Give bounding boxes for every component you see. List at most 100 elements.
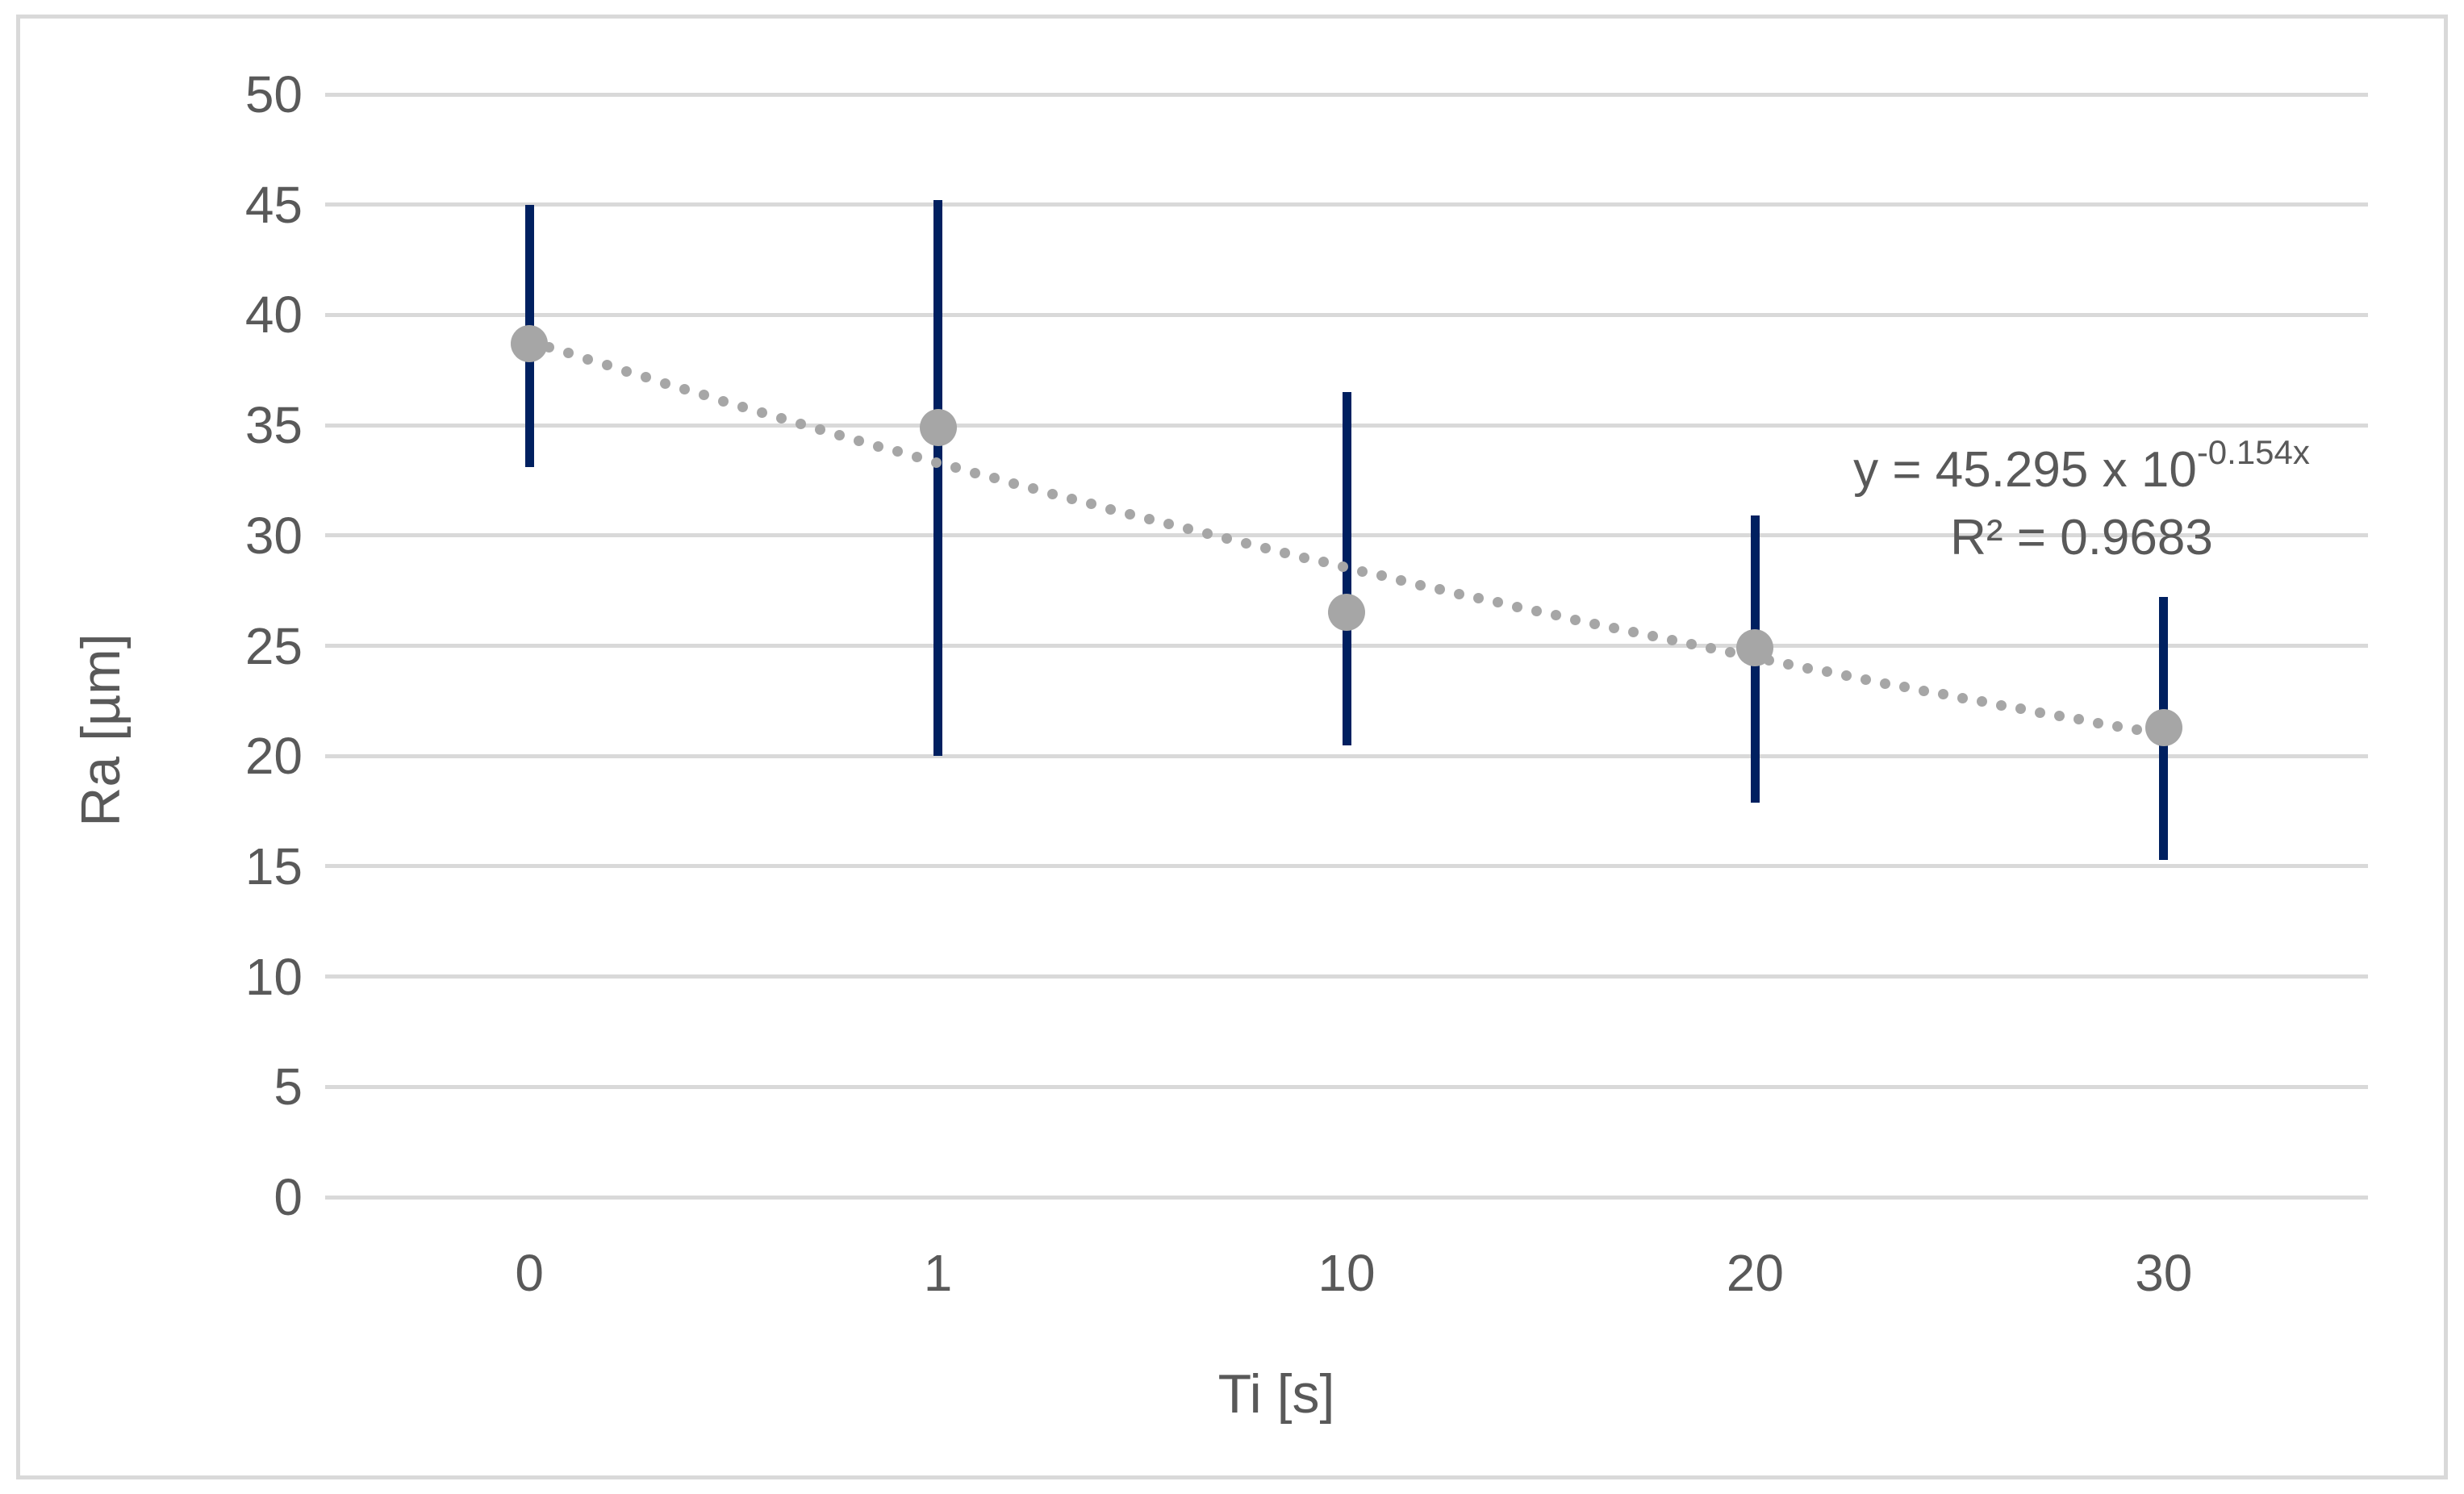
trendline-dot — [1589, 618, 1600, 629]
data-point-marker — [1328, 594, 1365, 632]
y-axis-title: Ra [µm] — [70, 633, 132, 827]
trendline-equation-line: y = 45.295 x 10-0.154x — [1763, 436, 2400, 503]
trendline-dot — [1085, 499, 1096, 510]
equation-exponent: -0.154x — [2196, 433, 2310, 471]
trendline-dot — [1046, 488, 1058, 499]
trendline-dot — [1918, 685, 1929, 696]
y-tick-label: 5 — [274, 1058, 303, 1116]
y-tick-label: 30 — [244, 506, 303, 565]
trendline-dot — [737, 401, 748, 412]
trendline-dot — [1976, 696, 1987, 707]
trendline-dot — [795, 419, 806, 429]
trendline-dot — [872, 440, 883, 452]
x-tick-label: 0 — [515, 1244, 544, 1302]
trendline-dot — [1724, 647, 1735, 658]
trendline-dot — [1705, 643, 1716, 654]
data-point-marker — [919, 408, 957, 446]
trendline-dot — [679, 384, 690, 395]
r-squared-label: R² = 0.9683 — [1950, 510, 2213, 565]
trendline-dot — [833, 429, 845, 440]
trendline-dot — [2092, 717, 2103, 728]
trendline-dot — [1105, 503, 1116, 515]
trendline-dot — [698, 390, 709, 401]
gridline — [325, 312, 2368, 317]
x-tick-label: 30 — [2135, 1244, 2193, 1302]
trendline-dot — [775, 412, 787, 424]
trendline-dot — [756, 407, 767, 418]
trendline-dot — [1201, 528, 1213, 540]
trendline-dot — [1066, 494, 1077, 505]
trendline-dot — [1879, 678, 1890, 689]
trendline-dot — [717, 395, 729, 407]
trendline-dot — [1685, 639, 1697, 650]
trendline-equation: y = 45.295 x 10-0.154x R² = 0.9683 — [1763, 436, 2400, 571]
trendline-dot — [1124, 508, 1135, 520]
trendline-dot — [911, 452, 922, 463]
error-bar — [933, 200, 943, 757]
trendline-dot — [1376, 570, 1387, 582]
trendline-dot — [601, 360, 612, 371]
trendline-dot — [1143, 514, 1155, 524]
equation-prefix: y = 45.295 x 10 — [1853, 442, 2197, 498]
gridline — [325, 202, 2368, 207]
y-tick-label: 45 — [244, 175, 303, 234]
y-tick-label: 50 — [244, 65, 303, 123]
chart-frame — [16, 15, 2448, 1479]
gridline — [325, 974, 2368, 979]
trendline-dot — [2034, 707, 2045, 718]
trendline-dot — [1434, 584, 1445, 595]
trendline-dot — [1550, 610, 1561, 621]
trendline-dot — [1395, 575, 1406, 586]
trendline-dot — [1840, 670, 1852, 682]
gridline — [325, 753, 2368, 758]
trendline-dot — [1182, 524, 1193, 535]
trendline-dot — [2131, 724, 2142, 736]
trendline-dot — [640, 372, 651, 383]
trendline-dot — [1472, 593, 1484, 604]
trendline-dot — [2053, 711, 2065, 722]
y-tick-label: 25 — [244, 616, 303, 675]
trendline-dot — [1318, 557, 1329, 568]
trendline-dot — [892, 446, 903, 457]
x-tick-label: 20 — [1726, 1244, 1784, 1302]
trendline-dot — [1511, 601, 1522, 612]
trendline-dot — [1259, 543, 1271, 554]
trendline-dot — [620, 365, 632, 377]
trendline-dot — [1531, 606, 1542, 617]
trendline-dot — [1995, 699, 2007, 711]
trendline-dot — [1492, 597, 1503, 608]
trendline-dot — [1898, 682, 1910, 693]
trendline-dot — [1221, 533, 1232, 545]
data-point-marker — [2145, 708, 2182, 746]
trendline-dot — [582, 353, 593, 365]
gridline — [325, 864, 2368, 869]
trendline-dot — [2073, 714, 2084, 725]
y-tick-label: 40 — [244, 286, 303, 344]
trendline-dot — [1008, 478, 1019, 489]
data-point-marker — [1736, 629, 1774, 667]
trendline-dot — [1957, 692, 1968, 703]
trendline-dot — [1240, 538, 1251, 549]
gridline — [325, 1195, 2368, 1200]
trendline-dot — [2111, 720, 2123, 732]
gridline — [325, 1084, 2368, 1089]
gridline — [325, 92, 2368, 97]
trendline-dot — [950, 462, 961, 474]
trendline-dot — [1337, 561, 1348, 573]
data-point-marker — [511, 324, 549, 362]
y-tick-label: 10 — [244, 947, 303, 1006]
trendline-dot — [1782, 658, 1794, 670]
trendline-dot — [1279, 547, 1290, 558]
trendline-dot — [659, 378, 670, 389]
trendline-dot — [1569, 614, 1581, 625]
y-tick-label: 15 — [244, 837, 303, 895]
trendline-dot — [1647, 631, 1658, 642]
trendline-dot — [1821, 666, 1832, 678]
trendline-dot — [969, 467, 980, 478]
trendline-dot — [988, 473, 1000, 484]
trendline-dot — [1356, 565, 1368, 577]
trendline-dot — [1627, 627, 1639, 638]
trendline-dot — [1414, 579, 1426, 591]
trendline-dot — [814, 424, 825, 435]
x-axis-title: Ti [s] — [1217, 1363, 1335, 1425]
